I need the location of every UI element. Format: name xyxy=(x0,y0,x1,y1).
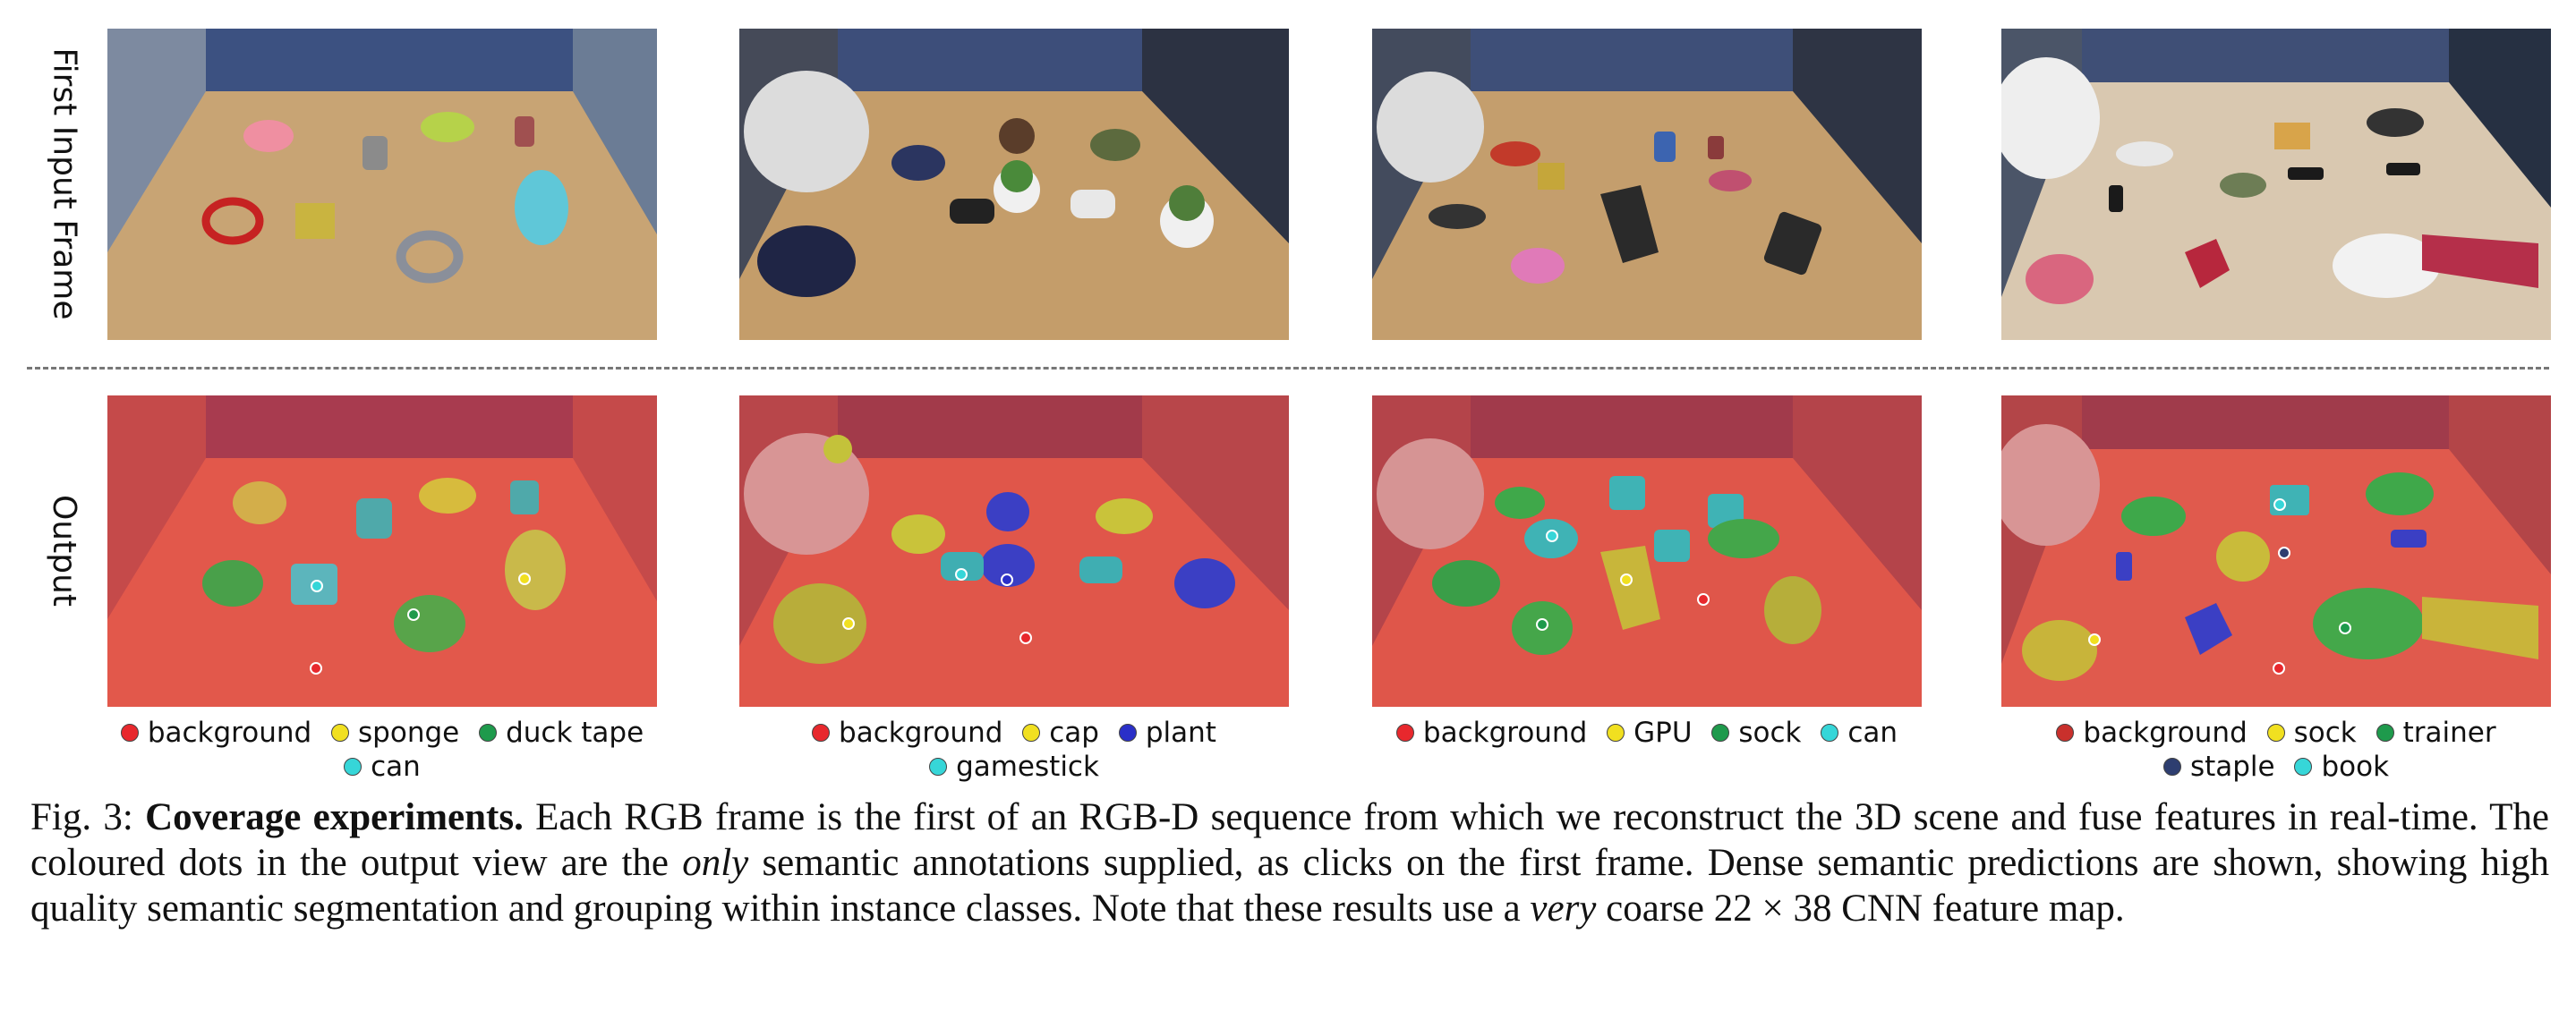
caption-text-3: coarse xyxy=(1596,888,1714,930)
legend-item: sponge xyxy=(331,716,459,750)
legend-dot-icon xyxy=(1711,724,1730,742)
legend-item: gamestick xyxy=(929,750,1099,784)
legend-dot-icon xyxy=(344,758,363,776)
legend-dot-icon xyxy=(1821,724,1839,742)
caption-title: Coverage experiments. xyxy=(145,796,524,838)
output-frame-2 xyxy=(739,395,1289,707)
legend-item: trainer xyxy=(2376,716,2496,750)
legend-dot-icon xyxy=(1607,724,1625,742)
legend-dot-icon xyxy=(1022,724,1041,742)
legend-item: cap xyxy=(1022,716,1099,750)
legend-item: sock xyxy=(2266,716,2357,750)
legend-label: plant xyxy=(1145,717,1216,749)
legend-label: background xyxy=(2083,717,2248,749)
legend-item: can xyxy=(1821,716,1898,750)
legend-label: staple xyxy=(2189,751,2275,783)
legend-panel-1: background sponge duck tape can xyxy=(96,716,669,784)
legend-label: gamestick xyxy=(956,751,1099,783)
legend-label: background xyxy=(1422,717,1588,749)
legend-dot-icon xyxy=(812,724,831,742)
legend-item: can xyxy=(344,750,421,784)
legend-dot-icon xyxy=(1395,724,1414,742)
legend-item: staple xyxy=(2162,750,2275,784)
legend-panel-4: background sock trainer staple book xyxy=(1990,716,2563,784)
legend-label: sock xyxy=(1738,717,1802,749)
input-frame-2 xyxy=(739,29,1289,340)
figure-caption: Fig. 3: Coverage experiments. Each RGB f… xyxy=(30,794,2549,931)
legend-dot-icon xyxy=(2266,724,2285,742)
legend-dot-icon xyxy=(1118,724,1137,742)
row-label-first-input-frame: First Input Frame xyxy=(20,27,109,340)
caption-prefix: Fig. 3: xyxy=(30,796,146,838)
legend-label: book xyxy=(2321,751,2390,783)
legend-item: background xyxy=(2056,716,2248,750)
legend-dot-icon xyxy=(331,724,350,742)
legend-dot-icon xyxy=(2294,758,2313,776)
legend-dot-icon xyxy=(479,724,498,742)
legend-item: plant xyxy=(1118,716,1216,750)
legend-dot-icon xyxy=(929,758,948,776)
legend-panel-3: background GPU sock can xyxy=(1361,716,1933,750)
legend-label: can xyxy=(1847,717,1898,749)
caption-text-1: Each RGB frame is the first of an RGB-D … xyxy=(30,796,2550,884)
caption-text-2: semantic annotations supplied, as clicks… xyxy=(30,842,2549,930)
legend-dot-icon xyxy=(2056,724,2075,742)
legend-dot-icon xyxy=(2376,724,2394,742)
legend-item: GPU xyxy=(1607,716,1693,750)
input-frame-4 xyxy=(2001,29,2551,340)
legend-item: background xyxy=(812,716,1002,750)
legend-label: trainer xyxy=(2402,717,2496,749)
output-frame-3 xyxy=(1372,395,1922,707)
legend-item: background xyxy=(1395,716,1588,750)
legend-item: book xyxy=(2294,750,2389,784)
legend-label: can xyxy=(371,751,421,783)
caption-text-4: CNN feature map. xyxy=(1831,888,2125,930)
legend-label: sponge xyxy=(358,717,460,749)
legend-dot-icon xyxy=(120,724,139,742)
row-label-top-text: First Input Frame xyxy=(46,47,83,320)
legend-dot-icon xyxy=(2162,758,2181,776)
caption-emph-only: only xyxy=(682,842,749,884)
legend-item: background xyxy=(120,716,312,750)
legend-item: duck tape xyxy=(479,716,644,750)
caption-emph-very: very xyxy=(1530,888,1597,930)
output-frame-4 xyxy=(2001,395,2551,707)
legend-label: duck tape xyxy=(506,717,644,749)
legend-label: GPU xyxy=(1633,717,1693,749)
legend-label: background xyxy=(839,717,1003,749)
legend-label: sock xyxy=(2293,717,2357,749)
legend-label: cap xyxy=(1049,717,1099,749)
row-label-bottom-text: Output xyxy=(46,494,83,607)
caption-math: 22 × 38 xyxy=(1713,888,1832,930)
legend-panel-2: background cap plant gamestick xyxy=(728,716,1301,784)
row-label-output: Output xyxy=(20,394,109,707)
legend-label: background xyxy=(147,717,312,749)
dashed-divider xyxy=(27,367,2549,370)
input-frame-1 xyxy=(107,29,657,340)
legend-item: sock xyxy=(1711,716,1802,750)
input-frame-3 xyxy=(1372,29,1922,340)
output-frame-1 xyxy=(107,395,657,707)
